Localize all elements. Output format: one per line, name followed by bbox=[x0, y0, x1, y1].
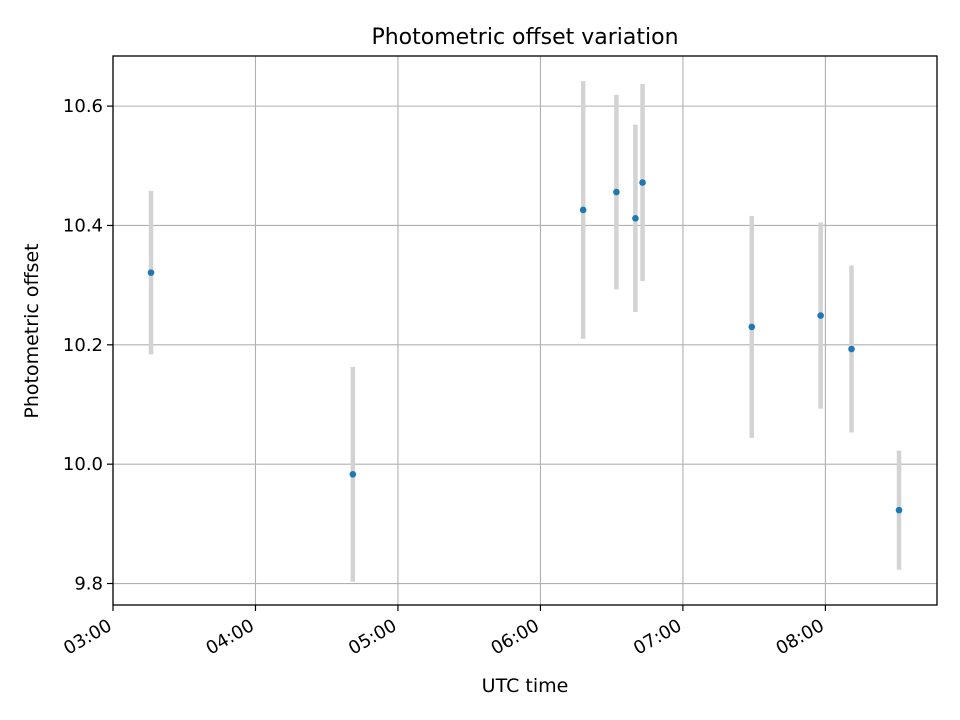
data-point bbox=[895, 506, 903, 514]
data-point bbox=[748, 323, 756, 331]
data-point bbox=[349, 471, 357, 478]
y-tick-label: 10.2 bbox=[63, 335, 103, 356]
data-point bbox=[848, 345, 855, 353]
data-points bbox=[147, 179, 903, 514]
y-axis-ticks: 9.8 10.0 10.2 10.4 10.6 bbox=[63, 96, 113, 595]
data-point bbox=[147, 269, 155, 276]
data-point bbox=[639, 179, 646, 186]
x-axis-label: UTC time bbox=[482, 675, 569, 697]
y-tick-label: 10.6 bbox=[63, 96, 103, 117]
y-tick-label: 10.0 bbox=[63, 454, 103, 475]
data-point bbox=[579, 206, 587, 214]
data-point bbox=[613, 188, 620, 196]
y-tick-label: 10.4 bbox=[63, 215, 103, 236]
data-point bbox=[632, 215, 639, 222]
data-point bbox=[817, 312, 824, 319]
y-axis-label: Photometric offset bbox=[21, 243, 43, 418]
y-tick-label: 9.8 bbox=[74, 574, 103, 595]
grid bbox=[112, 56, 937, 605]
plot-frame bbox=[112, 55, 938, 606]
chart-title: Photometric offset variation bbox=[371, 25, 678, 50]
